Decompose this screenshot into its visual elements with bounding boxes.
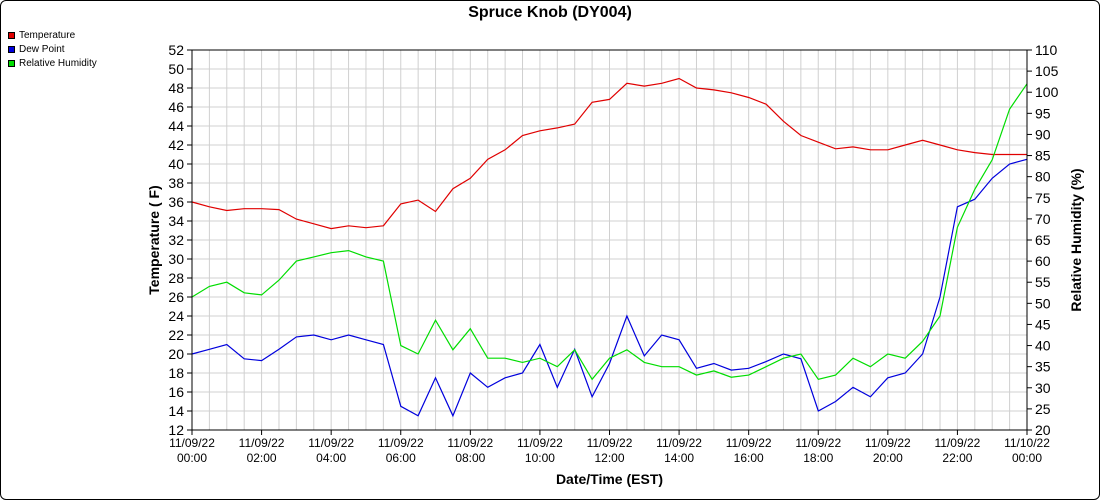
left-tick-label: 16 [168, 384, 184, 400]
x-tick-date: 11/09/22 [378, 436, 424, 450]
left-tick-label: 18 [168, 365, 184, 381]
legend-item-dew-point: Dew Point [8, 42, 97, 56]
right-tick-label: 30 [1035, 380, 1051, 396]
legend-label-temperature: Temperature [19, 29, 76, 41]
plot-area-border [191, 49, 1028, 431]
left-tick-label: 40 [168, 156, 184, 172]
right-tick-label: 50 [1035, 295, 1051, 311]
x-axis-label: Date/Time (EST) [556, 471, 663, 487]
right-tick-label: 90 [1035, 126, 1051, 142]
x-tick-time: 12:00 [594, 451, 624, 465]
x-tick-time: 00:00 [1012, 451, 1042, 465]
left-tick-label: 46 [168, 99, 184, 115]
x-tick-time: 10:00 [525, 451, 555, 465]
right-tick-label: 40 [1035, 338, 1051, 354]
x-tick-time: 02:00 [247, 451, 277, 465]
legend-item-relative-humidity: Relative Humidity [8, 56, 97, 70]
x-tick-time: 16:00 [734, 451, 764, 465]
legend-item-temperature: Temperature [8, 28, 97, 42]
left-tick-label: 36 [168, 194, 184, 210]
series-lines [191, 77, 1028, 418]
right-tick-label: 80 [1035, 169, 1051, 185]
left-axis-ticks: 12 14 16 18 20 22 24 26 28 30 32 34 36 38 40 42 44 46 48 50… [168, 42, 192, 438]
x-tick-date: 11/09/22 [447, 436, 493, 450]
right-tick-label: 20 [1035, 422, 1051, 438]
right-tick-label: 45 [1035, 316, 1051, 332]
left-tick-label: 42 [168, 137, 184, 153]
x-tick-date: 11/09/22 [517, 436, 563, 450]
legend-swatch-temperature [8, 31, 15, 39]
x-tick-date: 11/09/22 [865, 436, 911, 450]
series-line-dew-point [191, 158, 1028, 418]
x-tick-time: 08:00 [455, 451, 485, 465]
right-tick-label: 95 [1035, 105, 1051, 121]
x-tick-time: 04:00 [316, 451, 346, 465]
x-tick-date: 11/09/22 [656, 436, 702, 450]
chart-title: Spruce Knob (DY004) [468, 4, 632, 21]
left-tick-label: 14 [168, 403, 184, 419]
grid-lines [191, 49, 1028, 431]
right-tick-label: 85 [1035, 148, 1051, 164]
x-tick-time: 18:00 [803, 451, 833, 465]
left-tick-label: 48 [168, 80, 184, 96]
right-tick-label: 65 [1035, 232, 1051, 248]
right-tick-label: 75 [1035, 190, 1051, 206]
right-tick-label: 110 [1035, 42, 1058, 58]
legend-swatch-relative-humidity [8, 59, 15, 67]
series-line-relative-humidity [191, 83, 1028, 381]
right-axis-label: Relative Humidity (%) [1068, 168, 1084, 311]
x-tick-date: 11/09/22 [587, 436, 633, 450]
x-axis-ticks: 11/09/2200:0011/09/2202:0011/09/2204:001… [169, 430, 1050, 465]
left-tick-label: 34 [168, 213, 184, 229]
chart-legend: Temperature Dew Point Relative Humidity [8, 28, 97, 70]
left-tick-label: 22 [168, 327, 184, 343]
legend-label-relative-humidity: Relative Humidity [19, 57, 97, 69]
right-tick-label: 35 [1035, 359, 1051, 375]
left-tick-label: 26 [168, 289, 184, 305]
right-tick-label: 55 [1035, 274, 1051, 290]
x-tick-time: 06:00 [386, 451, 416, 465]
x-tick-date: 11/09/22 [169, 436, 215, 450]
left-tick-label: 24 [168, 308, 184, 324]
x-tick-date: 11/09/22 [726, 436, 772, 450]
legend-swatch-dew-point [8, 45, 15, 53]
right-axis-ticks: 20 25 30 35 40 45 50 55 60 65 70 75 80 85 90 95 100 105 11… [1027, 42, 1059, 438]
x-tick-date: 11/10/22 [1004, 436, 1050, 450]
left-tick-label: 30 [168, 251, 184, 267]
right-tick-label: 100 [1035, 84, 1059, 100]
series-line-temperature [191, 77, 1027, 230]
right-tick-label: 105 [1035, 63, 1059, 79]
left-tick-label: 20 [168, 346, 184, 362]
left-axis-label: Temperature ( F) [146, 185, 162, 294]
right-tick-label: 60 [1035, 253, 1051, 269]
left-tick-label: 52 [168, 42, 184, 58]
x-tick-time: 00:00 [177, 451, 207, 465]
right-tick-label: 25 [1035, 401, 1051, 417]
left-tick-label: 38 [168, 175, 184, 191]
x-tick-date: 11/09/22 [935, 436, 981, 450]
right-tick-label: 70 [1035, 211, 1051, 227]
left-tick-label: 12 [168, 422, 184, 438]
x-tick-date: 11/09/22 [239, 436, 285, 450]
x-tick-time: 20:00 [873, 451, 903, 465]
left-tick-label: 28 [168, 270, 184, 286]
x-tick-time: 14:00 [664, 451, 694, 465]
legend-label-dew-point: Dew Point [19, 43, 65, 55]
left-tick-label: 44 [168, 118, 184, 134]
left-tick-label: 50 [168, 61, 184, 77]
x-tick-date: 11/09/22 [795, 436, 841, 450]
x-tick-time: 22:00 [942, 451, 972, 465]
x-tick-date: 11/09/22 [308, 436, 354, 450]
left-tick-label: 32 [168, 232, 184, 248]
